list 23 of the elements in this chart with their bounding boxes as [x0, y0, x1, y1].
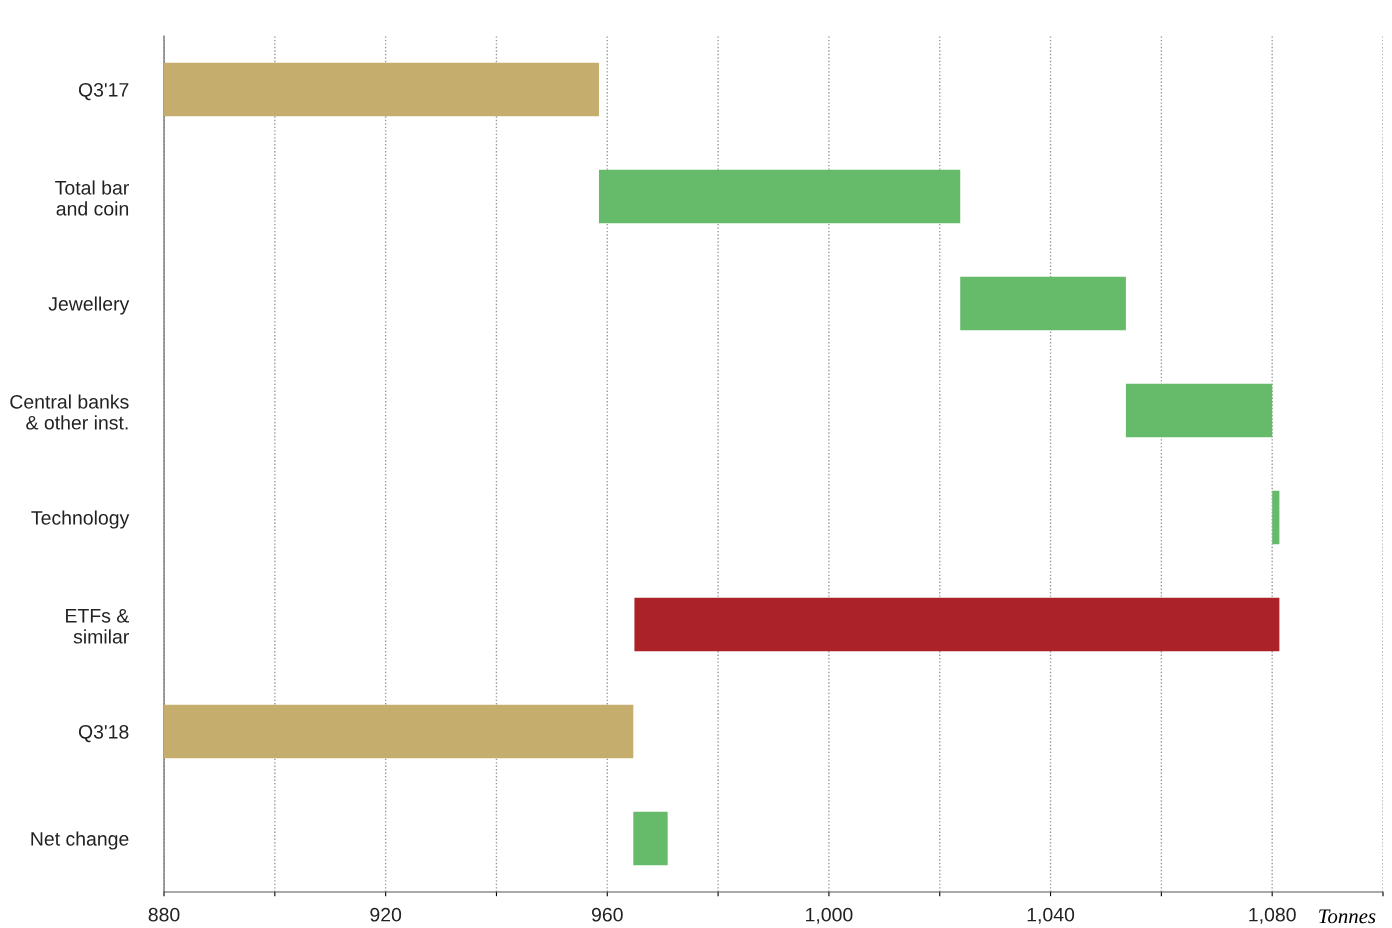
y-tick-label: Net change: [31, 831, 129, 850]
bar: [633, 811, 668, 866]
x-tick-label: 920: [370, 907, 402, 922]
y-tick-label: ETFs & similar: [66, 609, 129, 644]
bar: [1125, 383, 1273, 438]
y-tick-label: Technology: [31, 510, 130, 529]
y-tick-label: Central banks & other inst.: [10, 394, 129, 430]
y-tick-label: Q3'17: [78, 82, 129, 101]
x-axis-title: Tonnes: [1319, 909, 1376, 924]
bar: [1272, 490, 1280, 545]
bar: [634, 597, 1280, 652]
x-tick-label: 1,040: [1027, 907, 1075, 924]
x-tick-label: 880: [148, 907, 180, 922]
x-tick-label: 1,080: [1249, 907, 1296, 924]
bar: [960, 276, 1126, 331]
bar: [598, 169, 961, 224]
y-tick-label: Total bar and coin: [55, 180, 129, 216]
y-tick-label: Jewellery: [48, 296, 130, 315]
bar: [164, 62, 599, 117]
bar: [164, 704, 634, 759]
x-tick-label: 960: [591, 907, 623, 922]
x-tick-label: 1,000: [806, 907, 853, 924]
y-tick-label: Q3'18: [78, 724, 129, 743]
